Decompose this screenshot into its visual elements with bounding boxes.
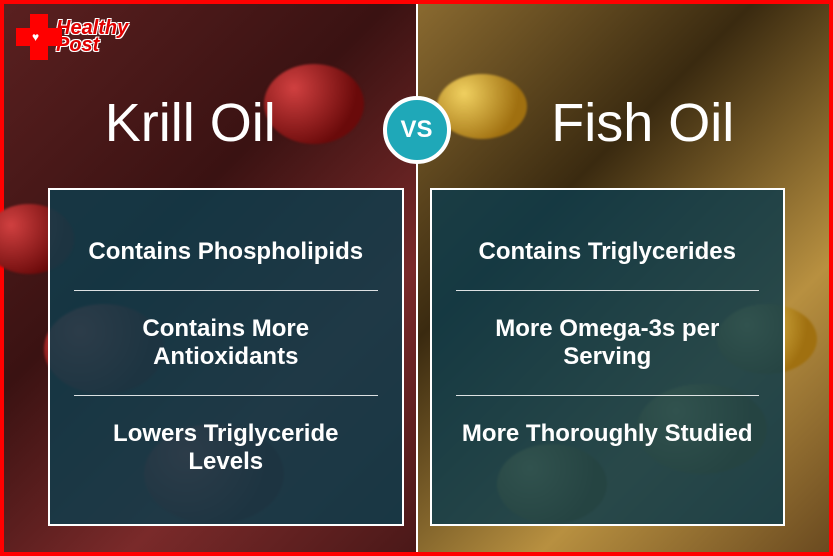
- vs-label: VS: [400, 116, 432, 144]
- vs-badge: VS: [383, 96, 451, 164]
- left-item-1: Contains More Antioxidants: [74, 290, 378, 395]
- right-panel: Contains Triglycerides More Omega-3s per…: [430, 188, 786, 526]
- logo-text: Healthy Post: [56, 20, 128, 54]
- left-panel: Contains Phospholipids Contains More Ant…: [48, 188, 404, 526]
- infographic-frame: ♥ Healthy Post Krill Oil Fish Oil VS Con…: [0, 0, 833, 556]
- left-title: Krill Oil: [4, 92, 417, 154]
- right-item-0: Contains Triglycerides: [456, 214, 760, 290]
- logo-cross-icon: ♥: [16, 14, 62, 60]
- panels-row: Contains Phospholipids Contains More Ant…: [4, 188, 829, 526]
- logo-heart-icon: ♥: [32, 30, 46, 44]
- left-item-0: Contains Phospholipids: [74, 214, 378, 290]
- brand-logo: ♥ Healthy Post: [16, 14, 128, 60]
- right-title: Fish Oil: [417, 92, 830, 154]
- right-item-2: More Thoroughly Studied: [456, 395, 760, 472]
- right-item-1: More Omega-3s per Serving: [456, 290, 760, 395]
- left-item-2: Lowers Triglyceride Levels: [74, 395, 378, 500]
- logo-line2: Post: [56, 37, 128, 54]
